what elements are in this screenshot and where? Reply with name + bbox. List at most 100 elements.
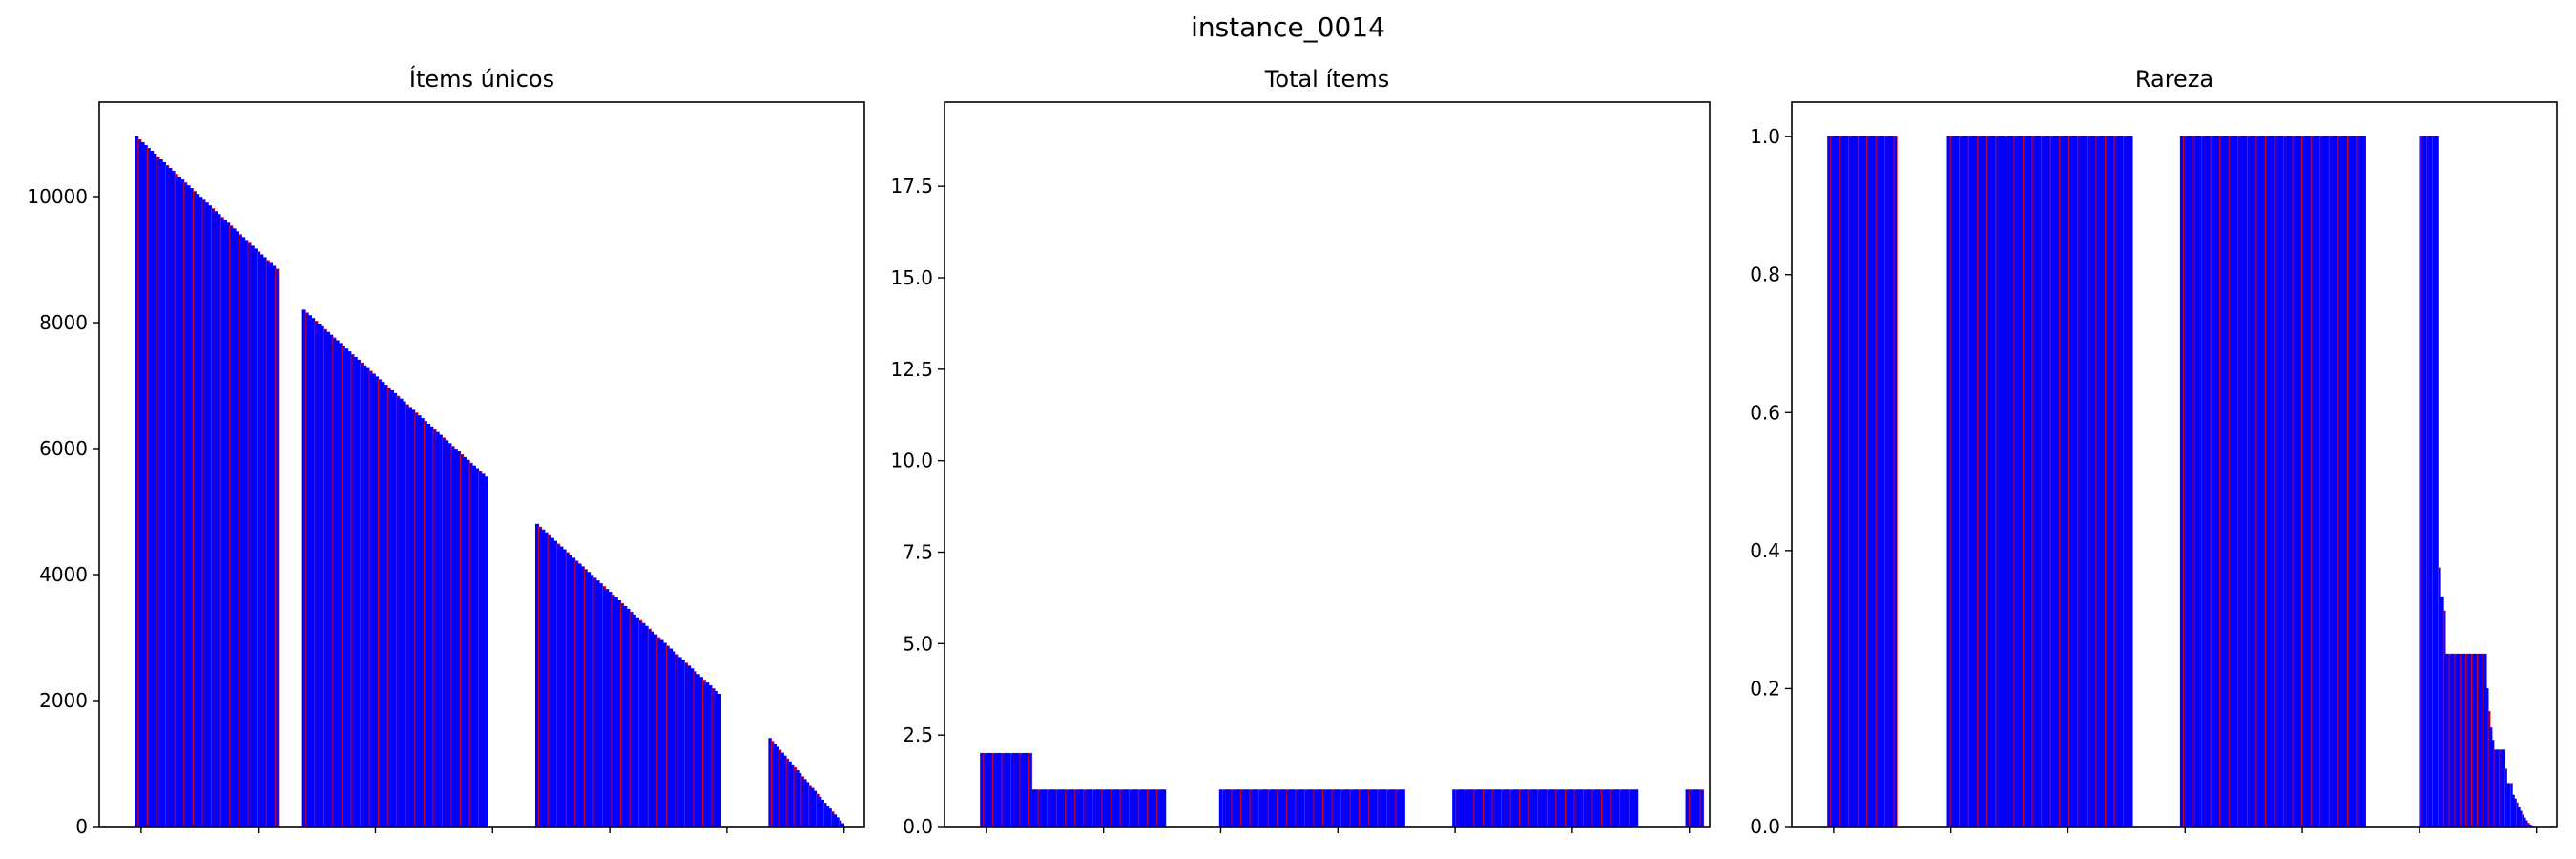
bar bbox=[1062, 789, 1067, 828]
bar bbox=[2316, 136, 2321, 828]
bar bbox=[420, 418, 425, 828]
bar bbox=[2010, 136, 2015, 828]
bar bbox=[1845, 136, 1850, 828]
bar bbox=[222, 220, 227, 828]
y-tick-label: 7.5 bbox=[903, 541, 933, 564]
bar bbox=[556, 543, 561, 828]
bar bbox=[2255, 136, 2260, 828]
bar bbox=[1625, 789, 1630, 828]
bar bbox=[384, 385, 388, 828]
bar bbox=[2113, 136, 2118, 828]
bar bbox=[250, 245, 255, 828]
bar bbox=[1857, 136, 1861, 828]
bar bbox=[1322, 789, 1327, 828]
bar bbox=[326, 331, 331, 828]
bar bbox=[1851, 136, 1856, 828]
bar bbox=[1827, 136, 1832, 828]
bar bbox=[2253, 136, 2257, 828]
bar bbox=[2310, 136, 2315, 828]
bar bbox=[1107, 789, 1111, 828]
bar bbox=[2013, 136, 2018, 828]
bar bbox=[1267, 789, 1272, 828]
bar bbox=[356, 359, 361, 828]
bar bbox=[368, 370, 373, 828]
bar bbox=[1848, 136, 1853, 828]
bar bbox=[435, 431, 440, 828]
bar bbox=[717, 694, 722, 828]
bar bbox=[684, 662, 688, 828]
bar bbox=[605, 589, 610, 828]
bar bbox=[1530, 789, 1535, 828]
bar bbox=[478, 471, 483, 828]
bar bbox=[2108, 136, 2112, 828]
bar bbox=[1140, 789, 1145, 828]
bar bbox=[2337, 136, 2342, 828]
bar bbox=[1282, 789, 1287, 828]
bar bbox=[378, 379, 383, 828]
bar bbox=[2116, 136, 2121, 828]
figure-title: instance_0014 bbox=[1191, 11, 1385, 43]
y-tick-label: 12.5 bbox=[890, 358, 933, 381]
bar bbox=[2346, 136, 2351, 828]
bar bbox=[2007, 136, 2012, 828]
bar bbox=[196, 194, 200, 828]
bar bbox=[2023, 136, 2027, 828]
bar bbox=[1258, 789, 1263, 828]
bar bbox=[1525, 789, 1529, 828]
bar bbox=[629, 611, 634, 828]
bar bbox=[711, 688, 716, 828]
bar bbox=[1058, 789, 1063, 828]
bar bbox=[2092, 136, 2097, 828]
bar bbox=[375, 376, 380, 828]
bar bbox=[654, 634, 658, 828]
bar bbox=[1689, 789, 1693, 828]
bar bbox=[1464, 789, 1468, 828]
bar bbox=[565, 552, 570, 828]
bar bbox=[598, 583, 603, 828]
bar bbox=[1473, 789, 1478, 828]
bar bbox=[1016, 752, 1021, 828]
bar bbox=[1890, 136, 1895, 828]
bar bbox=[1628, 789, 1632, 828]
bar bbox=[1001, 752, 1006, 828]
bar bbox=[381, 382, 385, 828]
bar bbox=[2261, 136, 2266, 828]
bar bbox=[2350, 136, 2355, 828]
bar bbox=[2231, 136, 2235, 828]
bar bbox=[2089, 136, 2094, 828]
bar bbox=[1113, 789, 1118, 828]
bar bbox=[2083, 136, 2088, 828]
bar bbox=[1343, 789, 1348, 828]
bar bbox=[580, 566, 585, 828]
bar bbox=[1095, 789, 1100, 828]
bar bbox=[2101, 136, 2106, 828]
bar bbox=[534, 523, 539, 828]
bar bbox=[1126, 789, 1131, 828]
bar bbox=[2086, 136, 2090, 828]
bar bbox=[2276, 136, 2281, 828]
bar bbox=[2077, 136, 2082, 828]
bar bbox=[140, 141, 145, 828]
bar bbox=[1952, 136, 1957, 828]
bar bbox=[1298, 789, 1302, 828]
bar bbox=[1367, 789, 1372, 828]
bar bbox=[2095, 136, 2100, 828]
bar bbox=[320, 325, 324, 828]
bar bbox=[453, 449, 458, 828]
y-tick-label: 0 bbox=[75, 815, 88, 838]
bar bbox=[2080, 136, 2085, 828]
bar bbox=[1537, 789, 1542, 828]
bar bbox=[137, 138, 142, 828]
bar bbox=[2016, 136, 2021, 828]
bar bbox=[1534, 789, 1539, 828]
y-tick-label: 10.0 bbox=[890, 450, 933, 472]
bar bbox=[2129, 136, 2133, 828]
bar bbox=[429, 426, 434, 828]
bar bbox=[656, 637, 661, 828]
bar bbox=[1252, 789, 1257, 828]
bar bbox=[468, 462, 473, 828]
bar bbox=[1086, 789, 1091, 828]
bar bbox=[2289, 136, 2294, 828]
bar bbox=[1319, 789, 1323, 828]
bar bbox=[411, 409, 416, 828]
